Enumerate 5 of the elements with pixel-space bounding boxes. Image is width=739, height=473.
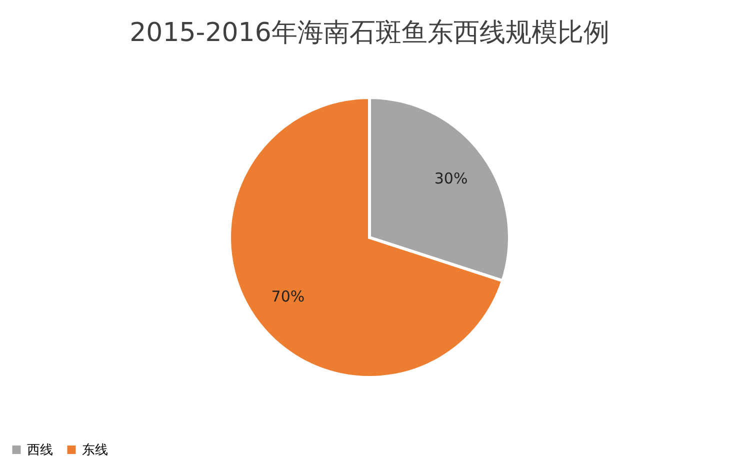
chart-title: 2015-2016年海南石斑鱼东西线规模比例 — [130, 18, 610, 48]
data-label: 30% — [434, 169, 468, 188]
data-label: 70% — [271, 288, 305, 306]
legend-label: 西线 — [27, 442, 53, 458]
legend-label: 东线 — [82, 442, 108, 458]
